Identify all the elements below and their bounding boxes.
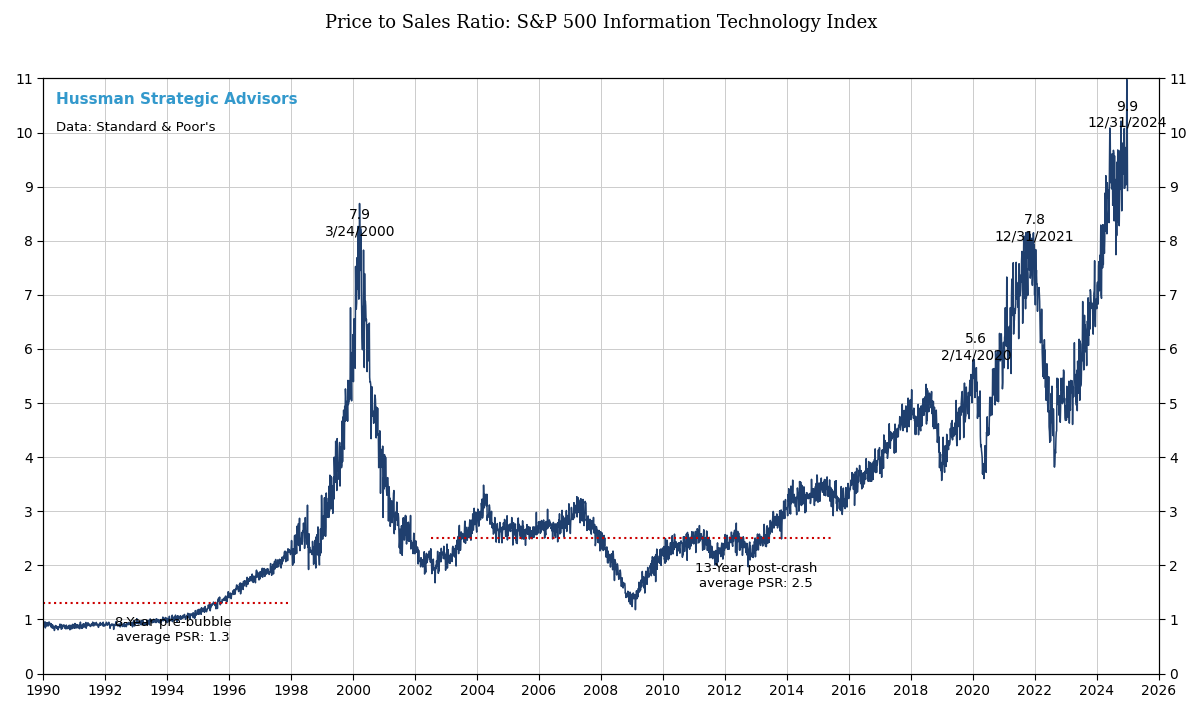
Text: 5.6
2/14/2020: 5.6 2/14/2020 bbox=[941, 332, 1012, 362]
Text: 13-Year post-crash
average PSR: 2.5: 13-Year post-crash average PSR: 2.5 bbox=[695, 562, 817, 590]
Text: 7.8
12/31/2021: 7.8 12/31/2021 bbox=[995, 213, 1075, 243]
Text: Hussman Strategic Advisors: Hussman Strategic Advisors bbox=[55, 92, 297, 107]
Text: 9.9
12/31/2024: 9.9 12/31/2024 bbox=[1088, 100, 1167, 130]
Text: Price to Sales Ratio: S&P 500 Information Technology Index: Price to Sales Ratio: S&P 500 Informatio… bbox=[325, 14, 877, 32]
Text: Data: Standard & Poor's: Data: Standard & Poor's bbox=[55, 120, 215, 133]
Text: 8-Year pre-bubble
average PSR: 1.3: 8-Year pre-bubble average PSR: 1.3 bbox=[115, 616, 232, 644]
Text: 7.9
3/24/2000: 7.9 3/24/2000 bbox=[325, 208, 395, 238]
